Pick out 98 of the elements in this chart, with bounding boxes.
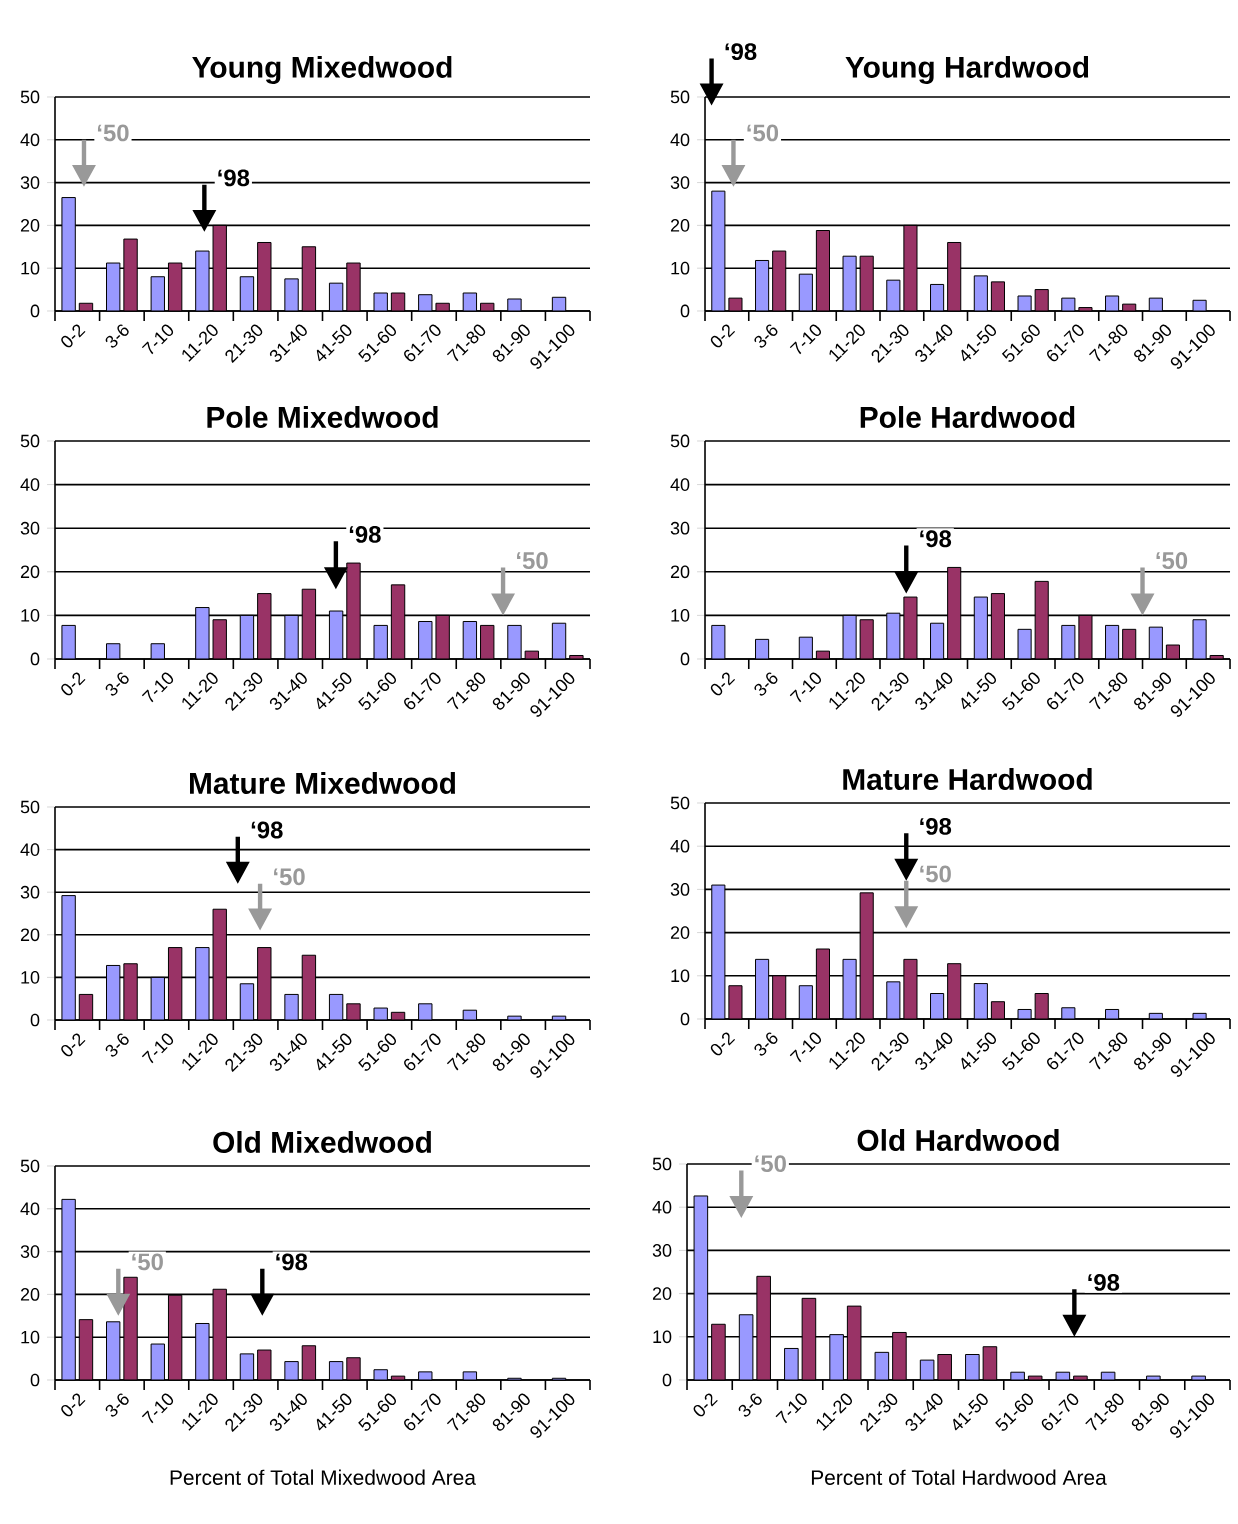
y-tick-label: 20 — [20, 1288, 40, 1301]
y-tick-label: 0 — [30, 652, 40, 666]
x-axis-title: Percent of Total Hardwood Area — [811, 1469, 1107, 1485]
annotation: ‘50 — [274, 868, 305, 886]
x-tick-label: 3-6 — [738, 1393, 762, 1417]
x-tick-label: 7-10 — [141, 672, 174, 703]
y-tick-label: 30 — [652, 1244, 672, 1257]
y-tick-label: 30 — [20, 521, 40, 535]
y-tick-label: 0 — [30, 1013, 40, 1027]
x-tick-label: 3-6 — [105, 324, 129, 348]
y-tick-label: 40 — [20, 478, 40, 491]
y-tick-label: 30 — [670, 521, 690, 535]
x-tick-label: 3-6 — [105, 672, 129, 696]
y-tick-label: 50 — [20, 434, 40, 448]
y-tick-label: 0 — [30, 304, 40, 318]
y-tick-label: 40 — [20, 133, 40, 147]
annotation: ‘98 — [218, 169, 250, 187]
x-tick-label: 3-6 — [105, 1033, 129, 1057]
x-tick-label: 3-6 — [105, 1393, 129, 1417]
x-tick-label: 0-2 — [693, 1393, 718, 1417]
chart-title: Mature Hardwood — [843, 768, 1092, 790]
y-tick-label: 10 — [21, 1330, 40, 1344]
x-tick-label: 7-10 — [789, 324, 822, 355]
chart-title: Pole Hardwood — [860, 406, 1075, 428]
annotation: ‘98 — [349, 525, 381, 543]
chart-title: Pole Mixedwood — [207, 406, 438, 428]
y-tick-label: 50 — [652, 1157, 672, 1171]
x-tick-label: 3-6 — [754, 672, 778, 696]
annotation: ‘98 — [276, 1253, 308, 1271]
y-tick-label: 40 — [20, 1202, 40, 1216]
y-tick-label: 20 — [670, 926, 690, 939]
annotation: ‘50 — [97, 124, 129, 142]
x-tick-label: 0-2 — [61, 1033, 86, 1057]
annotation: ‘98 — [920, 530, 952, 548]
y-tick-label: 10 — [21, 609, 40, 622]
x-tick-label: 3-6 — [754, 324, 778, 348]
chart-title: Young Mixedwood — [192, 55, 452, 84]
x-axis-title: Percent of Total Mixedwood Area — [170, 1469, 476, 1485]
x-tick-label: 7-10 — [141, 1393, 174, 1424]
annotation: ‘98 — [251, 821, 283, 839]
y-tick-label: 40 — [20, 843, 40, 856]
x-tick-label: 0-2 — [710, 324, 736, 348]
y-tick-label: 0 — [680, 1012, 690, 1026]
annotation: ‘50 — [755, 1155, 786, 1173]
y-tick-label: 10 — [21, 261, 40, 275]
y-tick-label: 20 — [670, 219, 690, 232]
x-tick-label: 7-10 — [789, 672, 822, 703]
x-tick-label: 3-6 — [754, 1032, 778, 1056]
annotation: ‘98 — [920, 817, 952, 835]
y-tick-label: 40 — [670, 839, 690, 853]
y-tick-label: 50 — [670, 90, 690, 104]
y-tick-label: 10 — [21, 971, 40, 984]
chart-title: Young Hardwood — [845, 55, 1089, 84]
annotation: ‘50 — [517, 552, 548, 569]
annotation: ‘50 — [132, 1253, 163, 1271]
chart-title: Mature Mixedwood — [190, 772, 456, 794]
y-tick-label: 30 — [20, 176, 40, 189]
y-tick-label: 20 — [20, 565, 40, 579]
y-tick-label: 0 — [680, 652, 690, 666]
y-tick-label: 20 — [20, 928, 40, 942]
y-tick-label: 30 — [670, 883, 690, 896]
y-tick-label: 30 — [20, 885, 40, 899]
x-tick-label: 0-2 — [61, 1393, 86, 1417]
x-tick-label: 0-2 — [61, 324, 86, 348]
y-tick-label: 0 — [30, 1373, 40, 1387]
y-tick-label: 10 — [653, 1330, 672, 1344]
x-tick-label: 0-2 — [710, 1032, 736, 1056]
y-tick-label: 0 — [680, 304, 690, 318]
y-tick-label: 30 — [20, 1245, 40, 1258]
y-tick-label: 50 — [20, 800, 40, 814]
y-tick-label: 50 — [20, 90, 40, 104]
y-tick-label: 50 — [670, 434, 690, 448]
annotation: ‘50 — [747, 124, 779, 142]
x-tick-label: 0-2 — [61, 672, 86, 696]
y-tick-label: 30 — [670, 176, 690, 189]
chart-title: Old Mixedwood — [213, 1131, 431, 1153]
annotation: ‘50 — [920, 865, 951, 883]
x-tick-label: 7-10 — [141, 1033, 174, 1064]
y-tick-label: 10 — [671, 261, 690, 275]
annotation: ‘50 — [1156, 552, 1188, 569]
x-tick-label: 0-2 — [710, 672, 736, 696]
y-tick-label: 50 — [20, 1159, 40, 1173]
y-tick-label: 20 — [670, 565, 690, 579]
x-tick-label: 7-10 — [775, 1393, 807, 1424]
text: ‘98 — [725, 43, 757, 61]
y-tick-label: 0 — [662, 1373, 672, 1387]
y-tick-label: 20 — [20, 219, 40, 232]
y-tick-label: 50 — [670, 796, 690, 810]
y-tick-label: 40 — [670, 133, 690, 147]
x-tick-label: 7-10 — [141, 324, 174, 355]
y-tick-label: 20 — [652, 1287, 672, 1300]
y-tick-label: 40 — [670, 478, 690, 491]
y-tick-label: 40 — [652, 1200, 672, 1214]
x-tick-label: 7-10 — [789, 1032, 822, 1063]
chart-title: Old Hardwood — [857, 1129, 1059, 1151]
annotation: ‘98 — [1088, 1273, 1120, 1291]
y-tick-label: 10 — [671, 609, 690, 622]
y-tick-label: 10 — [671, 969, 690, 983]
